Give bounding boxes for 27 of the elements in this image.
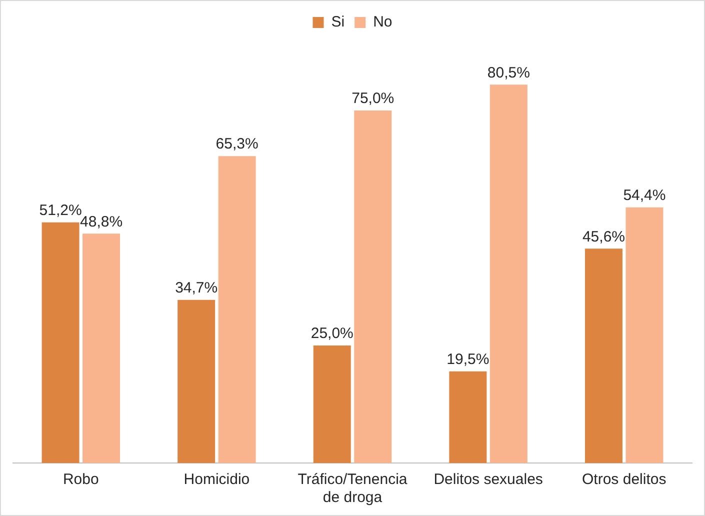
x-tick-label: Otros delitos [582,471,666,488]
x-tick-label: Delitos sexuales [434,471,543,488]
data-label: 34,7% [175,280,218,297]
bar [626,207,664,463]
data-label: 19,5% [446,350,490,368]
bar [449,371,487,463]
legend-label: Si [331,14,345,31]
data-label: 54,4% [623,186,666,204]
data-label: 45,6% [582,228,626,246]
x-tick-label: Homicidio [184,471,250,488]
bar [313,346,351,463]
bar [584,248,622,463]
data-label: 65,3% [216,136,258,153]
data-label: 48,8% [80,213,123,230]
bar [490,84,528,463]
bar [42,222,80,463]
bar [218,156,256,463]
data-label: 25,0% [310,325,354,342]
x-tick-label: Robo [62,471,99,488]
data-label: 75,0% [352,90,394,108]
bar [354,110,392,463]
bar [178,300,216,463]
x-tick-label: Tráfico/Tenencia de droga [298,471,408,506]
bar [82,234,120,463]
data-label: 51,2% [39,202,82,219]
legend-label: No [373,14,392,31]
data-label: 80,5% [487,64,530,82]
